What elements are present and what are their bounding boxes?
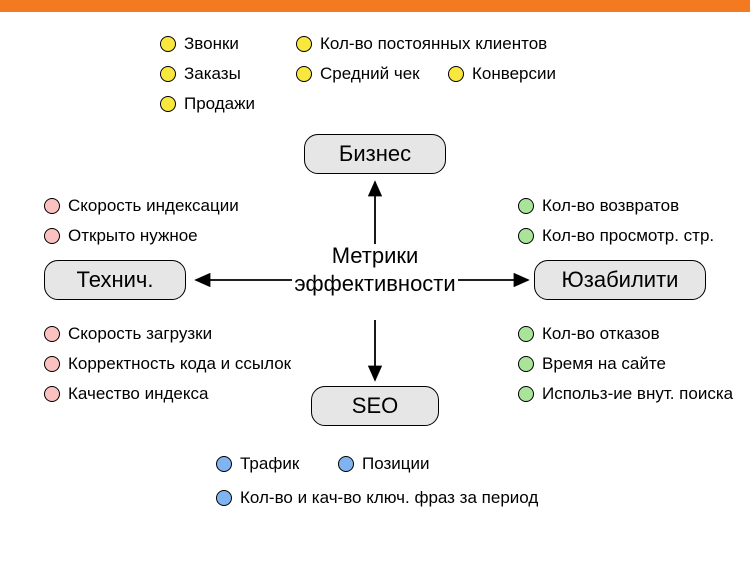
metric-dot-icon	[518, 326, 534, 342]
metric-label: Кол-во просмотр. стр.	[542, 226, 714, 246]
metric-dot-icon	[44, 228, 60, 244]
metric-item: Кол-во возвратов	[518, 196, 679, 216]
metric-item: Корректность кода и ссылок	[44, 354, 291, 374]
metric-dot-icon	[296, 36, 312, 52]
metric-item: Звонки	[160, 34, 239, 54]
metric-label: Средний чек	[320, 64, 420, 84]
metric-label: Кол-во отказов	[542, 324, 660, 344]
metric-label: Скорость индексации	[68, 196, 239, 216]
metric-item: Кол-во отказов	[518, 324, 660, 344]
metric-label: Звонки	[184, 34, 239, 54]
metric-dot-icon	[160, 66, 176, 82]
metric-dot-icon	[518, 386, 534, 402]
metric-label: Конверсии	[472, 64, 556, 84]
node-business: Бизнес	[304, 134, 446, 174]
metric-dot-icon	[160, 96, 176, 112]
metric-item: Продажи	[160, 94, 255, 114]
node-tech: Технич.	[44, 260, 186, 300]
metric-label: Позиции	[362, 454, 430, 474]
diagram-canvas: Метрики эффективности Бизнес SEO Технич.…	[0, 0, 750, 562]
center-line1: Метрики	[294, 242, 455, 270]
metric-label: Время на сайте	[542, 354, 666, 374]
metric-label: Корректность кода и ссылок	[68, 354, 291, 374]
metric-item: Использ-ие внут. поиска	[518, 384, 733, 404]
metric-label: Использ-ие внут. поиска	[542, 384, 733, 404]
node-usability: Юзабилити	[534, 260, 706, 300]
metric-label: Кол-во постоянных клиентов	[320, 34, 547, 54]
node-tech-label: Технич.	[77, 267, 154, 293]
node-business-label: Бизнес	[339, 141, 411, 167]
metric-item: Открыто нужное	[44, 226, 198, 246]
metric-item: Трафик	[216, 454, 299, 474]
metric-item: Скорость индексации	[44, 196, 239, 216]
metric-dot-icon	[44, 356, 60, 372]
metric-dot-icon	[518, 198, 534, 214]
metric-dot-icon	[448, 66, 464, 82]
metric-dot-icon	[216, 456, 232, 472]
metric-item: Позиции	[338, 454, 430, 474]
metric-dot-icon	[44, 198, 60, 214]
metric-label: Скорость загрузки	[68, 324, 212, 344]
metric-item: Конверсии	[448, 64, 556, 84]
metric-item: Кол-во и кач-во ключ. фраз за период	[216, 488, 538, 508]
metric-label: Открыто нужное	[68, 226, 198, 246]
node-usability-label: Юзабилити	[562, 267, 679, 293]
metric-dot-icon	[518, 228, 534, 244]
node-seo-label: SEO	[352, 393, 398, 419]
metric-dot-icon	[44, 386, 60, 402]
metric-dot-icon	[338, 456, 354, 472]
metric-dot-icon	[296, 66, 312, 82]
metric-dot-icon	[160, 36, 176, 52]
metric-item: Качество индекса	[44, 384, 208, 404]
metric-dot-icon	[44, 326, 60, 342]
node-seo: SEO	[311, 386, 439, 426]
metric-label: Трафик	[240, 454, 299, 474]
metric-item: Заказы	[160, 64, 241, 84]
metric-label: Кол-во возвратов	[542, 196, 679, 216]
center-line2: эффективности	[294, 270, 455, 298]
metric-label: Продажи	[184, 94, 255, 114]
metric-item: Время на сайте	[518, 354, 666, 374]
metric-dot-icon	[216, 490, 232, 506]
metric-label: Заказы	[184, 64, 241, 84]
metric-dot-icon	[518, 356, 534, 372]
metric-item: Кол-во постоянных клиентов	[296, 34, 547, 54]
metric-label: Качество индекса	[68, 384, 208, 404]
metric-item: Скорость загрузки	[44, 324, 212, 344]
center-label: Метрики эффективности	[294, 242, 455, 297]
metric-item: Кол-во просмотр. стр.	[518, 226, 714, 246]
metric-item: Средний чек	[296, 64, 420, 84]
metric-label: Кол-во и кач-во ключ. фраз за период	[240, 488, 538, 508]
